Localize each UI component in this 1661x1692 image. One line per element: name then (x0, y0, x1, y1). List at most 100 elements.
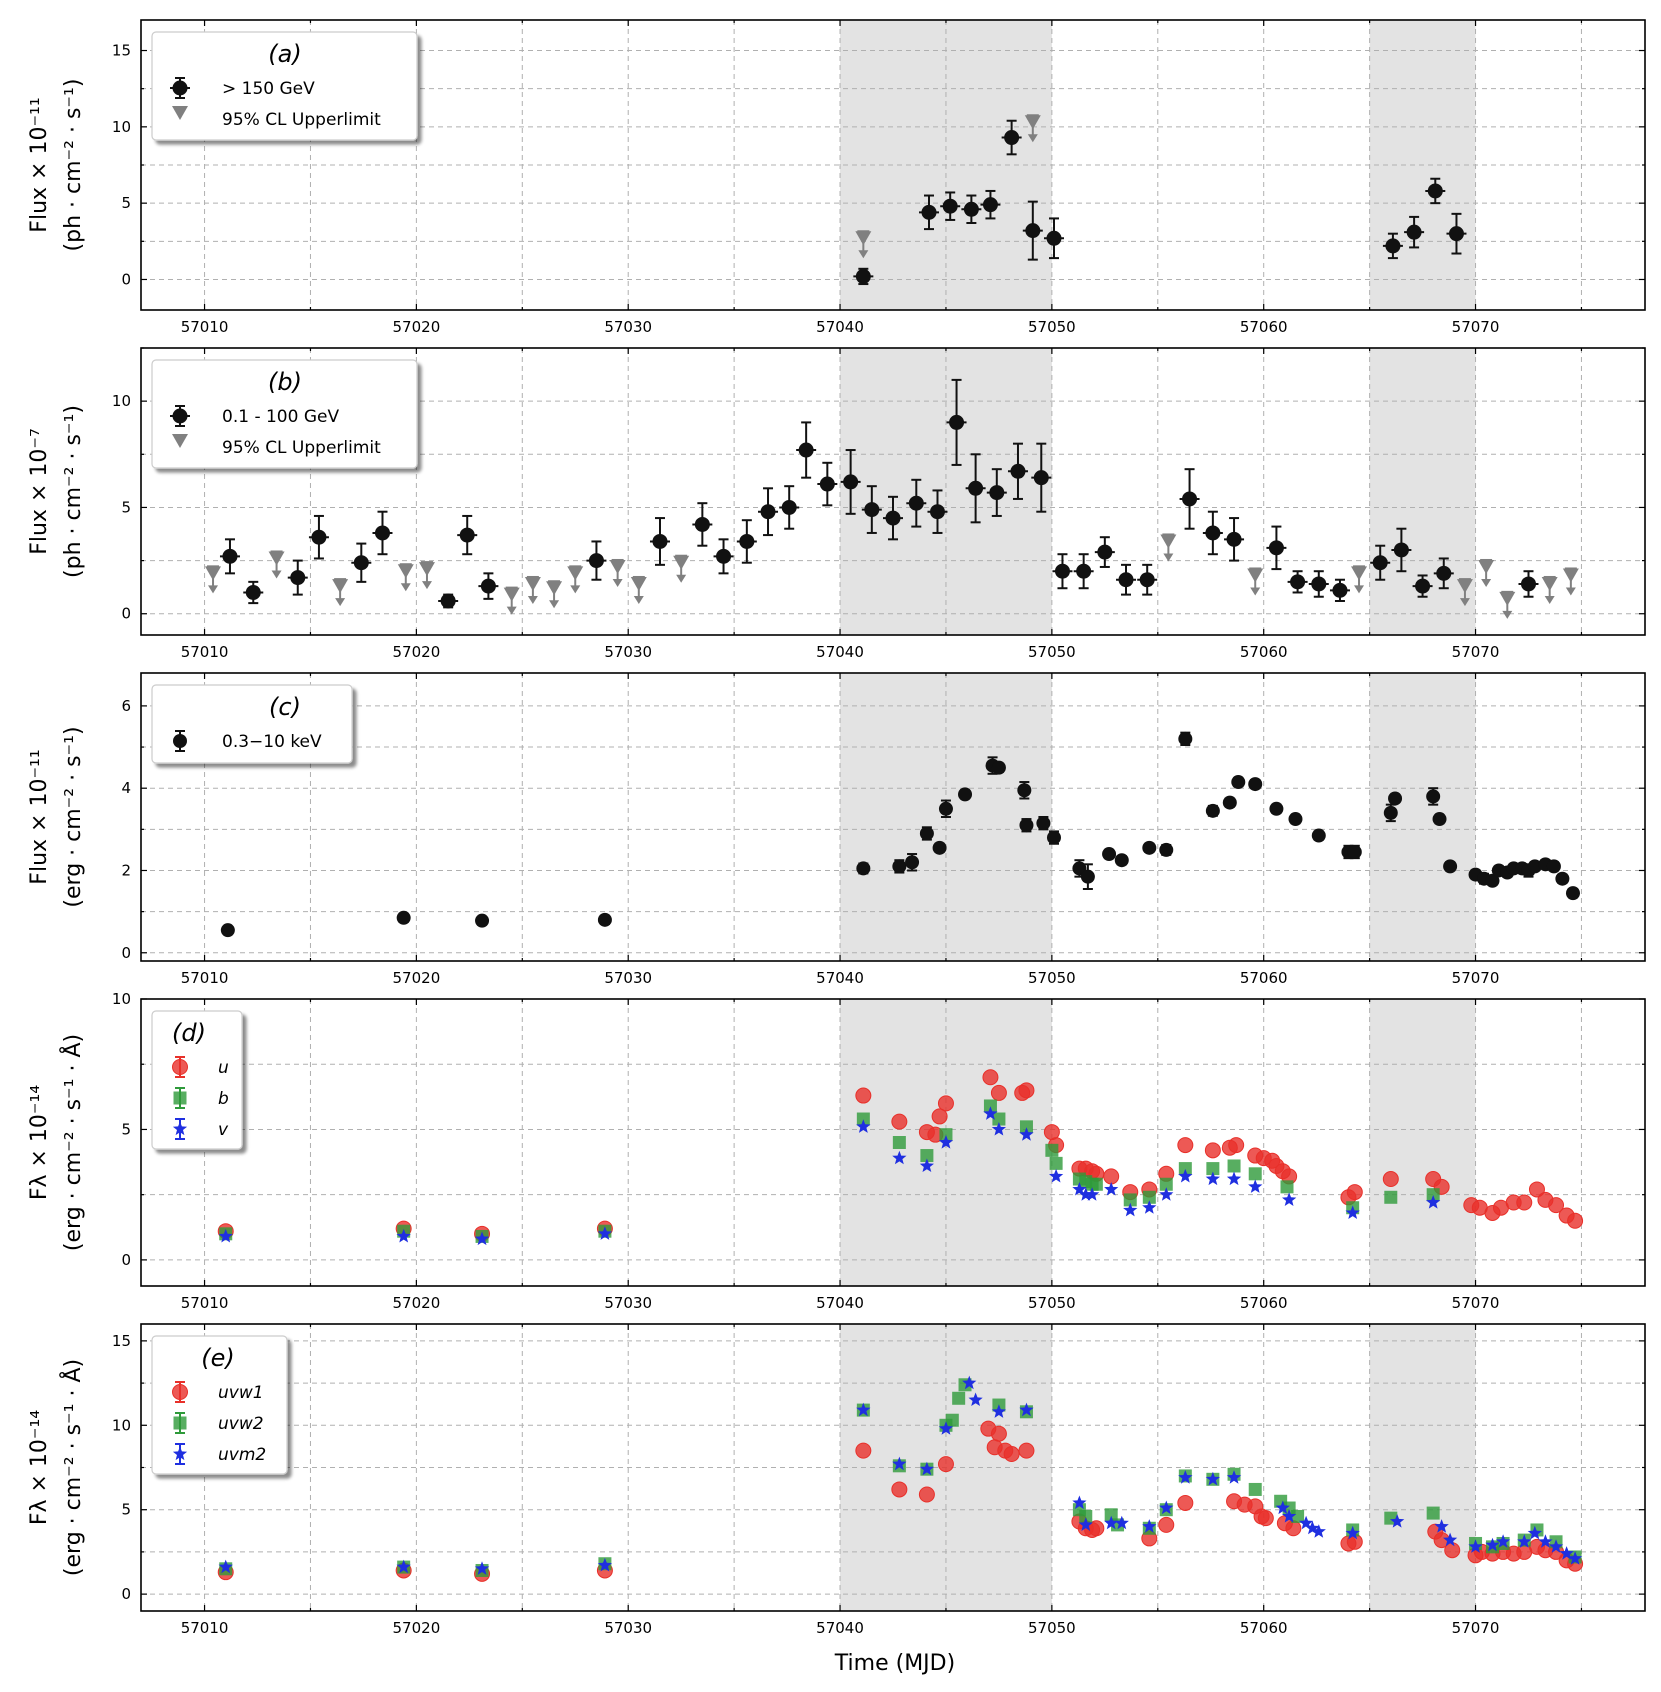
data-point (864, 502, 880, 518)
data-point (919, 826, 934, 841)
data-point (1177, 1494, 1194, 1511)
data-layer (220, 731, 1580, 938)
data-point (1036, 816, 1051, 831)
data-point (1288, 812, 1303, 827)
upper-limit-arrowhead (506, 606, 517, 615)
series-95-cl-upperlimit (855, 114, 1041, 259)
data-point (1178, 1470, 1193, 1484)
data-point (1102, 847, 1117, 862)
data-point (938, 1421, 954, 1435)
data-point (1527, 1525, 1542, 1540)
upper-limit-arrowhead (549, 600, 560, 609)
data-point (963, 201, 979, 217)
data-point (480, 578, 496, 594)
y-tick-label: 10 (112, 1416, 131, 1434)
series-uvm2 (218, 1375, 1583, 1575)
data-point (1139, 572, 1155, 588)
x-tick-label: 57020 (393, 318, 441, 336)
data-point (1158, 1516, 1175, 1533)
panel-label: (d) (172, 1019, 206, 1047)
data-point (1076, 563, 1092, 579)
legend-label: b (218, 1089, 229, 1109)
data-point (1485, 1537, 1500, 1552)
data-point (919, 1461, 934, 1476)
x-tick-label: 57030 (604, 1619, 652, 1637)
data-point (1019, 1402, 1034, 1417)
data-point (222, 548, 238, 564)
x-tick-label: 57040 (816, 1619, 864, 1637)
data-point (1426, 1506, 1440, 1520)
data-point (931, 1108, 948, 1125)
y-tick-label: 15 (112, 42, 131, 60)
y-tick-label: 0 (121, 944, 131, 962)
series-95-cl-upperlimit (205, 533, 1579, 619)
data-point (1046, 830, 1061, 845)
data-point (921, 204, 937, 220)
data-point (245, 584, 261, 600)
data-point (1548, 1197, 1565, 1214)
data-point (1383, 805, 1398, 820)
data-point (1495, 1534, 1511, 1548)
data-point (1178, 731, 1193, 746)
upper-limit-arrowhead (612, 578, 623, 587)
data-point (1182, 491, 1198, 507)
data-point (992, 1112, 1006, 1126)
panel-b: 57010 57020 57030 57040 57050 57060 57070 0 5 10 F… (27, 347, 1646, 661)
data-point (990, 1084, 1007, 1101)
data-point (1123, 1202, 1138, 1217)
data-point (982, 197, 998, 213)
y-axis-label-line1: Fλ × 10⁻¹⁴ (27, 1085, 52, 1201)
data-point (172, 80, 188, 96)
y-axis-label-line2: (erg · cm⁻² · s⁻¹ · Å) (59, 1359, 86, 1576)
data-point (1427, 183, 1443, 199)
data-point (1567, 1212, 1584, 1229)
data-point (475, 913, 490, 928)
data-point (1226, 1470, 1242, 1484)
data-point (1177, 1137, 1194, 1154)
data-point (1104, 1182, 1119, 1196)
data-point (1443, 1532, 1458, 1547)
legend-label: u (218, 1058, 229, 1078)
y-tick-label: 5 (121, 1120, 131, 1138)
data-layer (205, 378, 1579, 619)
y-tick-label: 10 (112, 392, 131, 410)
y-tick-label: 0 (121, 1251, 131, 1269)
grid (141, 20, 1645, 310)
y-axis-label-line1: Flux × 10⁻⁷ (27, 428, 52, 555)
data-point (173, 734, 187, 748)
upper-limit-arrowhead (1027, 134, 1038, 143)
data-point (1546, 859, 1561, 874)
legend-label: v (218, 1120, 229, 1140)
x-tick-label: 57070 (1452, 643, 1500, 661)
data-point (856, 1402, 871, 1417)
data-point (1434, 1519, 1449, 1533)
data-point (1222, 795, 1237, 810)
data-point (1345, 1525, 1360, 1540)
data-point (983, 1106, 998, 1120)
data-point (218, 1228, 233, 1243)
data-point (990, 1425, 1007, 1442)
data-point (982, 1069, 999, 1086)
data-point (945, 1413, 959, 1427)
data-point (991, 1122, 1006, 1136)
data-point (597, 912, 612, 927)
data-point (1393, 542, 1409, 558)
legend: (e) uvw1 uvw2 uvm2 (151, 1335, 288, 1475)
legend: (a) > 150 GeV 95% CL Upperlimit (151, 31, 418, 141)
data-point (1248, 1179, 1263, 1193)
data-point (1104, 1508, 1118, 1522)
data-point (1311, 576, 1327, 592)
data-point (597, 1226, 612, 1240)
data-point (1248, 777, 1263, 792)
data-point (1559, 1546, 1574, 1560)
data-point (1426, 789, 1441, 804)
data-point (892, 1136, 906, 1149)
upper-limit-arrowhead (400, 583, 411, 592)
data-point (396, 1228, 411, 1243)
upper-limit-arrowhead (676, 574, 687, 583)
y-tick-label: 0 (121, 270, 131, 288)
data-point (1426, 1188, 1440, 1202)
data-point (1406, 224, 1422, 240)
x-tick-label: 57060 (1240, 318, 1288, 336)
